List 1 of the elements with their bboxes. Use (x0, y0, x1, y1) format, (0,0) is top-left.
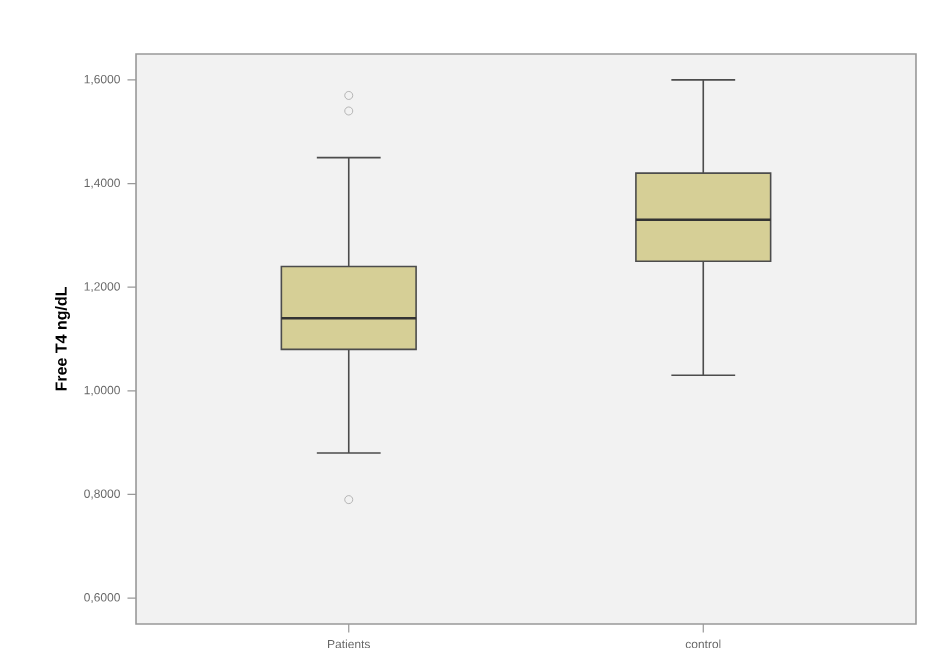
y-axis-title: Free T4 ng/dL (54, 287, 70, 391)
